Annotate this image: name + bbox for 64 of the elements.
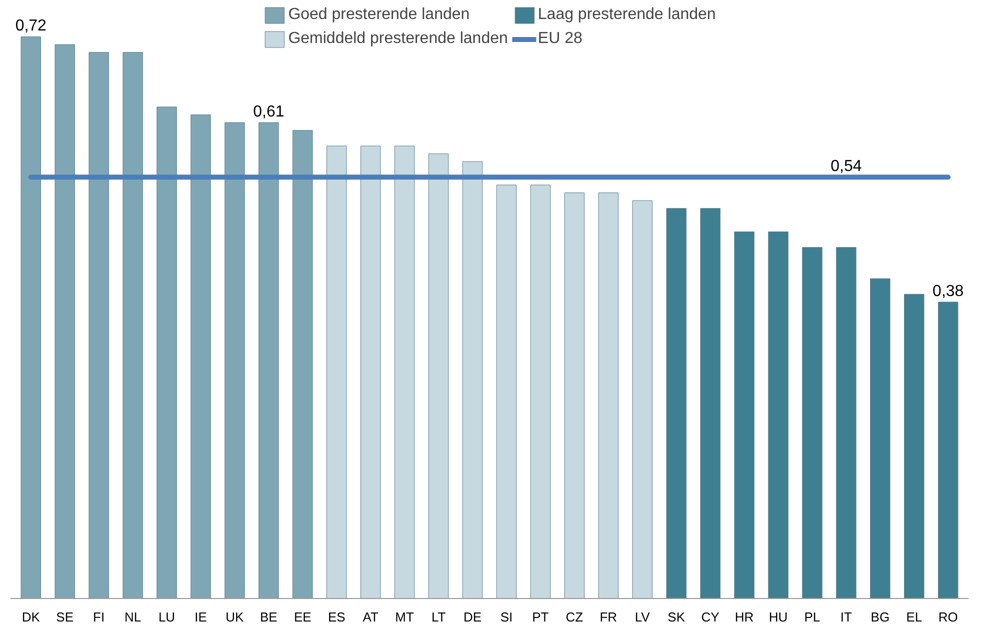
x-tick-label: FR	[600, 610, 618, 624]
bar	[564, 192, 585, 598]
x-tick-label: DK	[22, 610, 40, 624]
bar	[496, 184, 517, 598]
x-tick-label: HR	[734, 610, 754, 624]
bar	[700, 208, 720, 598]
x-tick-label: NL	[124, 610, 142, 624]
x-tick-label: EL	[906, 610, 922, 624]
legend-label: Laag presterende landen	[538, 6, 716, 24]
x-tick-label: BE	[260, 610, 278, 624]
x-tick-label: RO	[938, 610, 958, 624]
data-label: 0,38	[932, 283, 964, 300]
bar	[836, 247, 856, 598]
x-tick-label: FI	[93, 610, 105, 624]
x-tick-label: SK	[668, 610, 686, 624]
x-tick-label: ES	[328, 610, 346, 624]
x-tick-label: UK	[226, 610, 244, 624]
bar	[870, 278, 890, 598]
legend-label: EU 28	[538, 30, 582, 48]
bar	[666, 208, 686, 598]
bar	[156, 106, 177, 598]
legend-label: Gemiddeld presterende landen	[288, 30, 508, 48]
x-tick-label: HU	[768, 610, 788, 624]
x-tick-label: LV	[634, 610, 650, 624]
bar	[734, 232, 754, 598]
data-label: 0,61	[253, 104, 284, 121]
legend-label: Goed presterende landen	[288, 6, 470, 24]
bar	[632, 200, 652, 598]
x-tick-label: SI	[500, 610, 513, 624]
data-label: 0,54	[830, 158, 862, 176]
x-tick-label: LU	[158, 610, 176, 624]
bar	[904, 294, 924, 598]
x-tick-label: IE	[194, 610, 208, 624]
x-tick-label: BG	[870, 610, 890, 624]
bar	[938, 302, 958, 598]
bar	[428, 154, 449, 598]
x-tick-label: PL	[804, 610, 820, 624]
bar	[802, 247, 822, 598]
bar	[88, 52, 109, 598]
data-label: 0,72	[15, 18, 47, 35]
bar	[394, 146, 415, 598]
bar	[360, 146, 381, 598]
x-tick-label: AT	[362, 610, 378, 624]
x-tick-label: CZ	[566, 610, 584, 624]
x-tick-label: DE	[463, 610, 482, 624]
x-tick-label: EE	[294, 610, 312, 624]
bar	[598, 192, 618, 598]
x-tick-label: SE	[56, 610, 74, 624]
bar	[530, 184, 551, 598]
bar	[462, 161, 483, 598]
x-tick-label: IT	[840, 610, 852, 624]
x-tick-label: LT	[431, 610, 446, 624]
bar	[190, 114, 211, 598]
bar	[258, 122, 279, 598]
x-tick-label: MT	[395, 610, 414, 624]
x-tick-label: PT	[532, 610, 549, 624]
bar	[20, 36, 41, 598]
bar	[326, 146, 347, 598]
x-tick-label: CY	[701, 610, 720, 624]
bar	[292, 130, 313, 598]
bar	[224, 122, 245, 598]
bar	[122, 52, 143, 598]
bar	[54, 44, 75, 598]
bar	[768, 232, 788, 598]
